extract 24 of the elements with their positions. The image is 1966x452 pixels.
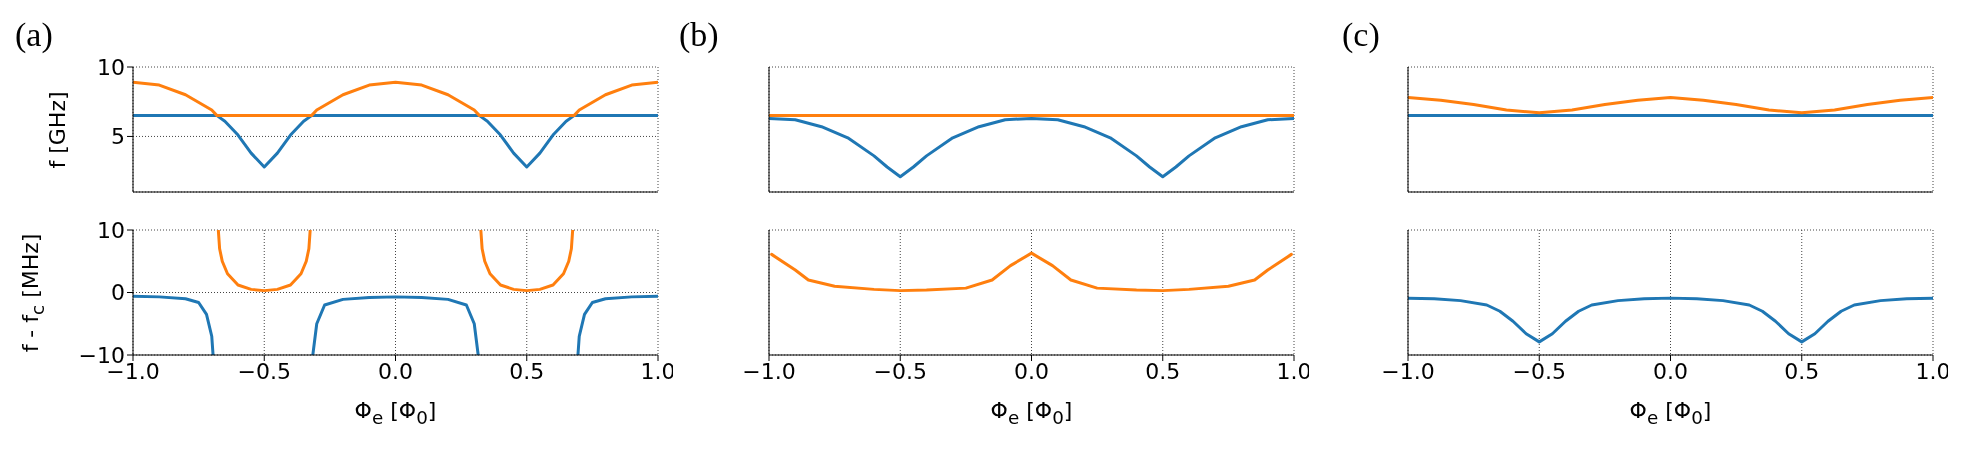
chart-title: (b): [679, 16, 719, 54]
chart-title: (c): [1342, 16, 1380, 54]
x-axis-title: Φ$_{e}$ [Φ$_{0}$]: [1629, 398, 1712, 428]
y-axis-title: f [GHz]: [44, 90, 70, 169]
x-tick-label: 0.0: [1653, 358, 1688, 384]
y-tick-label: 5: [111, 124, 125, 150]
line-series: [133, 114, 658, 169]
x-axis-title: Φ$_{e}$ [Φ$_{0}$]: [990, 398, 1073, 428]
x-tick-label: −1.0: [742, 358, 796, 384]
x-axis-title: Φ$_{e}$ [Φ$_{0}$]: [354, 398, 437, 428]
x-tick-label: 0.5: [1784, 358, 1820, 384]
x-tick-label: 0.0: [378, 358, 413, 384]
line-series: [133, 80, 658, 118]
x-tick-label: −0.5: [873, 358, 927, 384]
x-tick-label: 0.0: [1014, 358, 1049, 384]
x-tick-label: −0.5: [1512, 358, 1566, 384]
y-tick-label: 0: [111, 280, 125, 306]
y-tick-label: 10: [97, 54, 125, 80]
x-tick-label: −0.5: [237, 358, 291, 384]
x-tick-label: 0.5: [509, 358, 545, 384]
x-tick-label: −1.0: [1381, 358, 1435, 384]
y-tick-label: 10: [97, 217, 125, 243]
chart-title: (a): [15, 16, 53, 54]
x-tick-label: 0.5: [1145, 358, 1181, 384]
